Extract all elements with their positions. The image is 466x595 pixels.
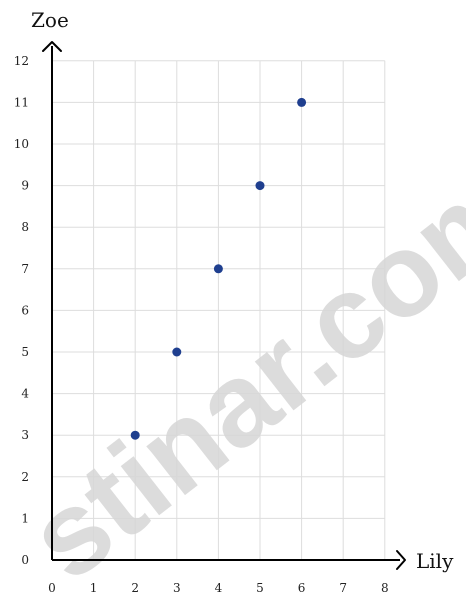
y-tick-label: 10 — [14, 137, 29, 151]
y-tick-label: 0 — [21, 553, 29, 567]
x-tick-label: 8 — [381, 581, 389, 595]
x-tick-label: 2 — [131, 581, 139, 595]
y-tick-label: 4 — [21, 387, 29, 401]
y-axis-label: Zoe — [31, 8, 69, 32]
y-tick-label: 11 — [14, 95, 29, 109]
data-point — [255, 181, 265, 191]
y-axis-arrow — [42, 41, 62, 52]
watermark: stinar.com — [5, 138, 466, 595]
grid — [52, 60, 386, 560]
x-axis-label: Lily — [416, 549, 454, 573]
y-tick-label: 9 — [21, 179, 29, 193]
x-tick-label: 5 — [256, 581, 264, 595]
y-tick-label: 12 — [14, 54, 29, 68]
data-points — [130, 97, 307, 440]
watermark-text: stinar.com — [5, 138, 466, 595]
x-axis-arrow — [396, 550, 406, 570]
x-tick-label: 4 — [215, 581, 223, 595]
x-tick-label: 3 — [173, 581, 181, 595]
x-tick-label: 7 — [339, 581, 347, 595]
y-tick-label: 5 — [21, 345, 29, 359]
x-tick-label: 6 — [298, 581, 306, 595]
data-point — [213, 264, 223, 274]
data-point — [297, 97, 307, 107]
y-tick-label: 1 — [21, 511, 29, 525]
y-tick-label: 2 — [21, 470, 29, 484]
data-point — [130, 430, 140, 440]
y-tick-label: 3 — [21, 428, 29, 442]
data-point — [172, 347, 182, 357]
axes — [42, 41, 406, 570]
y-tick-label: 6 — [21, 303, 29, 317]
x-tick-label: 0 — [48, 581, 56, 595]
y-tick-label: 8 — [21, 220, 29, 234]
y-tick-label: 7 — [21, 262, 29, 276]
x-tick-label: 1 — [90, 581, 98, 595]
